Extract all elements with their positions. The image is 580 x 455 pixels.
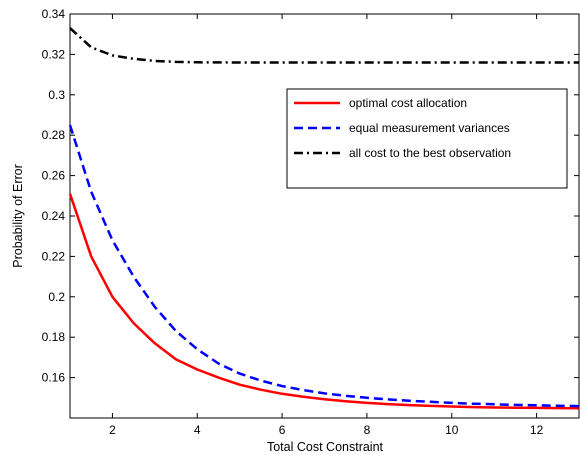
y-tick-label: 0.22: [42, 249, 66, 263]
y-tick-label: 0.3: [48, 88, 65, 102]
legend: optimal cost allocation equal measurement…: [286, 88, 568, 189]
y-tick-label: 0.26: [42, 169, 66, 183]
series-line-1: [68, 193, 580, 410]
legend-box: [286, 88, 568, 189]
y-tick-label: 0.18: [42, 330, 66, 344]
x-tick-label: 2: [109, 423, 116, 437]
x-tick-label: 8: [364, 423, 371, 437]
x-tick-label: 10: [445, 423, 459, 437]
x-tick-label: 12: [530, 423, 544, 437]
y-tick-label: 0.32: [42, 47, 66, 61]
x-axis-label: Total Cost Constraint: [267, 440, 384, 454]
y-axis: 0.16 0.18 0.2 0.22 0.24 0.26 0.28 0.3 0.32 0.34: [42, 7, 579, 385]
plot-area: [69, 13, 580, 419]
legend-label-2: equal measurement variances: [349, 121, 510, 135]
y-axis-label: Probability of Error: [11, 164, 25, 268]
series-layer: [68, 27, 580, 410]
y-tick-label: 0.34: [42, 7, 66, 21]
series-line-3: [69, 27, 579, 64]
x-tick-label: 6: [279, 423, 286, 437]
y-tick-label: 0.16: [42, 371, 66, 385]
series-line-2: [68, 124, 580, 408]
x-axis: 2 4 6 8 10 12: [109, 14, 544, 437]
legend-label-3: all cost to the best observation: [349, 146, 511, 160]
x-tick-label: 4: [194, 423, 201, 437]
y-tick-label: 0.2: [48, 290, 65, 304]
legend-label-1: optimal cost allocation: [349, 96, 467, 110]
y-tick-label: 0.28: [42, 128, 66, 142]
y-tick-label: 0.24: [42, 209, 66, 223]
